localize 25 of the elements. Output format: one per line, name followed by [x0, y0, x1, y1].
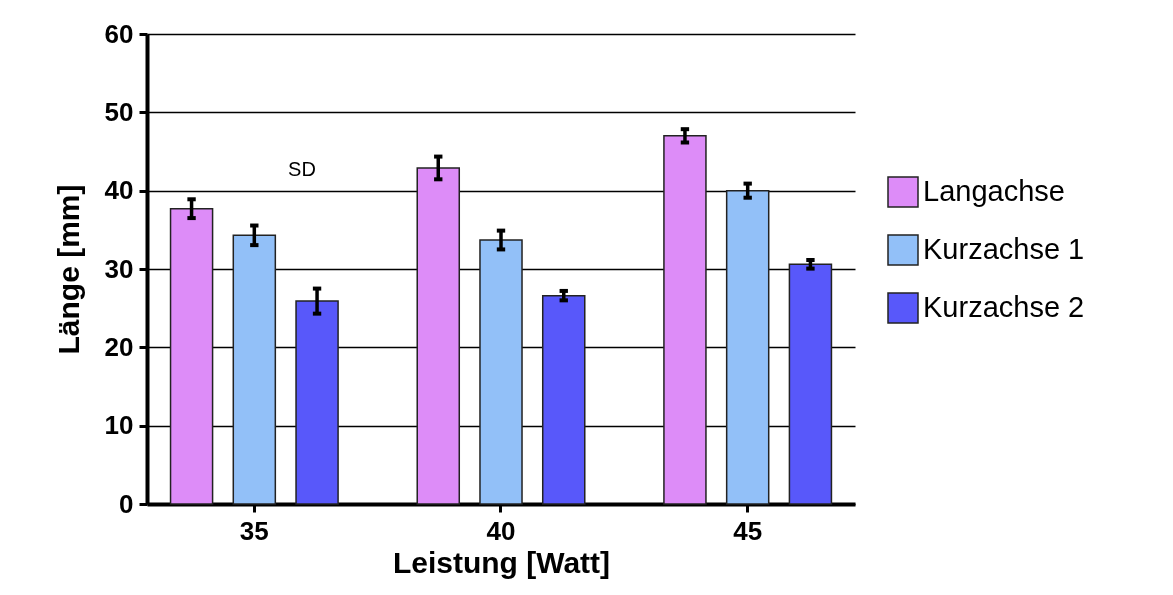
x-tick-label: 40	[486, 515, 516, 546]
bar	[295, 300, 339, 505]
bar	[169, 207, 214, 505]
x-tick-label: 35	[239, 515, 269, 546]
x-axis-title: Leistung [Watt]	[392, 545, 611, 579]
x-tick-label: 45	[733, 515, 763, 546]
bar	[416, 167, 461, 505]
y-tick-label: 50	[104, 96, 134, 127]
bar	[541, 294, 586, 505]
y-axis-title: Länge [mm]	[51, 184, 85, 355]
bar	[479, 239, 523, 505]
bar	[232, 234, 277, 505]
bar	[725, 189, 770, 505]
bar	[788, 263, 833, 505]
y-tick-label: 60	[104, 18, 134, 49]
annotation: SD	[288, 158, 316, 180]
y-tick-label: 40	[104, 175, 134, 206]
y-tick-label: 10	[104, 410, 134, 441]
legend-label: Kurzachse 2	[923, 291, 1085, 323]
legend-label: Langachse	[923, 175, 1065, 207]
legend-label: Kurzachse 1	[923, 233, 1085, 265]
y-tick-label: 30	[104, 253, 134, 284]
y-tick-label: 20	[104, 331, 134, 362]
y-tick-label: 0	[119, 488, 134, 519]
bar	[663, 135, 707, 505]
